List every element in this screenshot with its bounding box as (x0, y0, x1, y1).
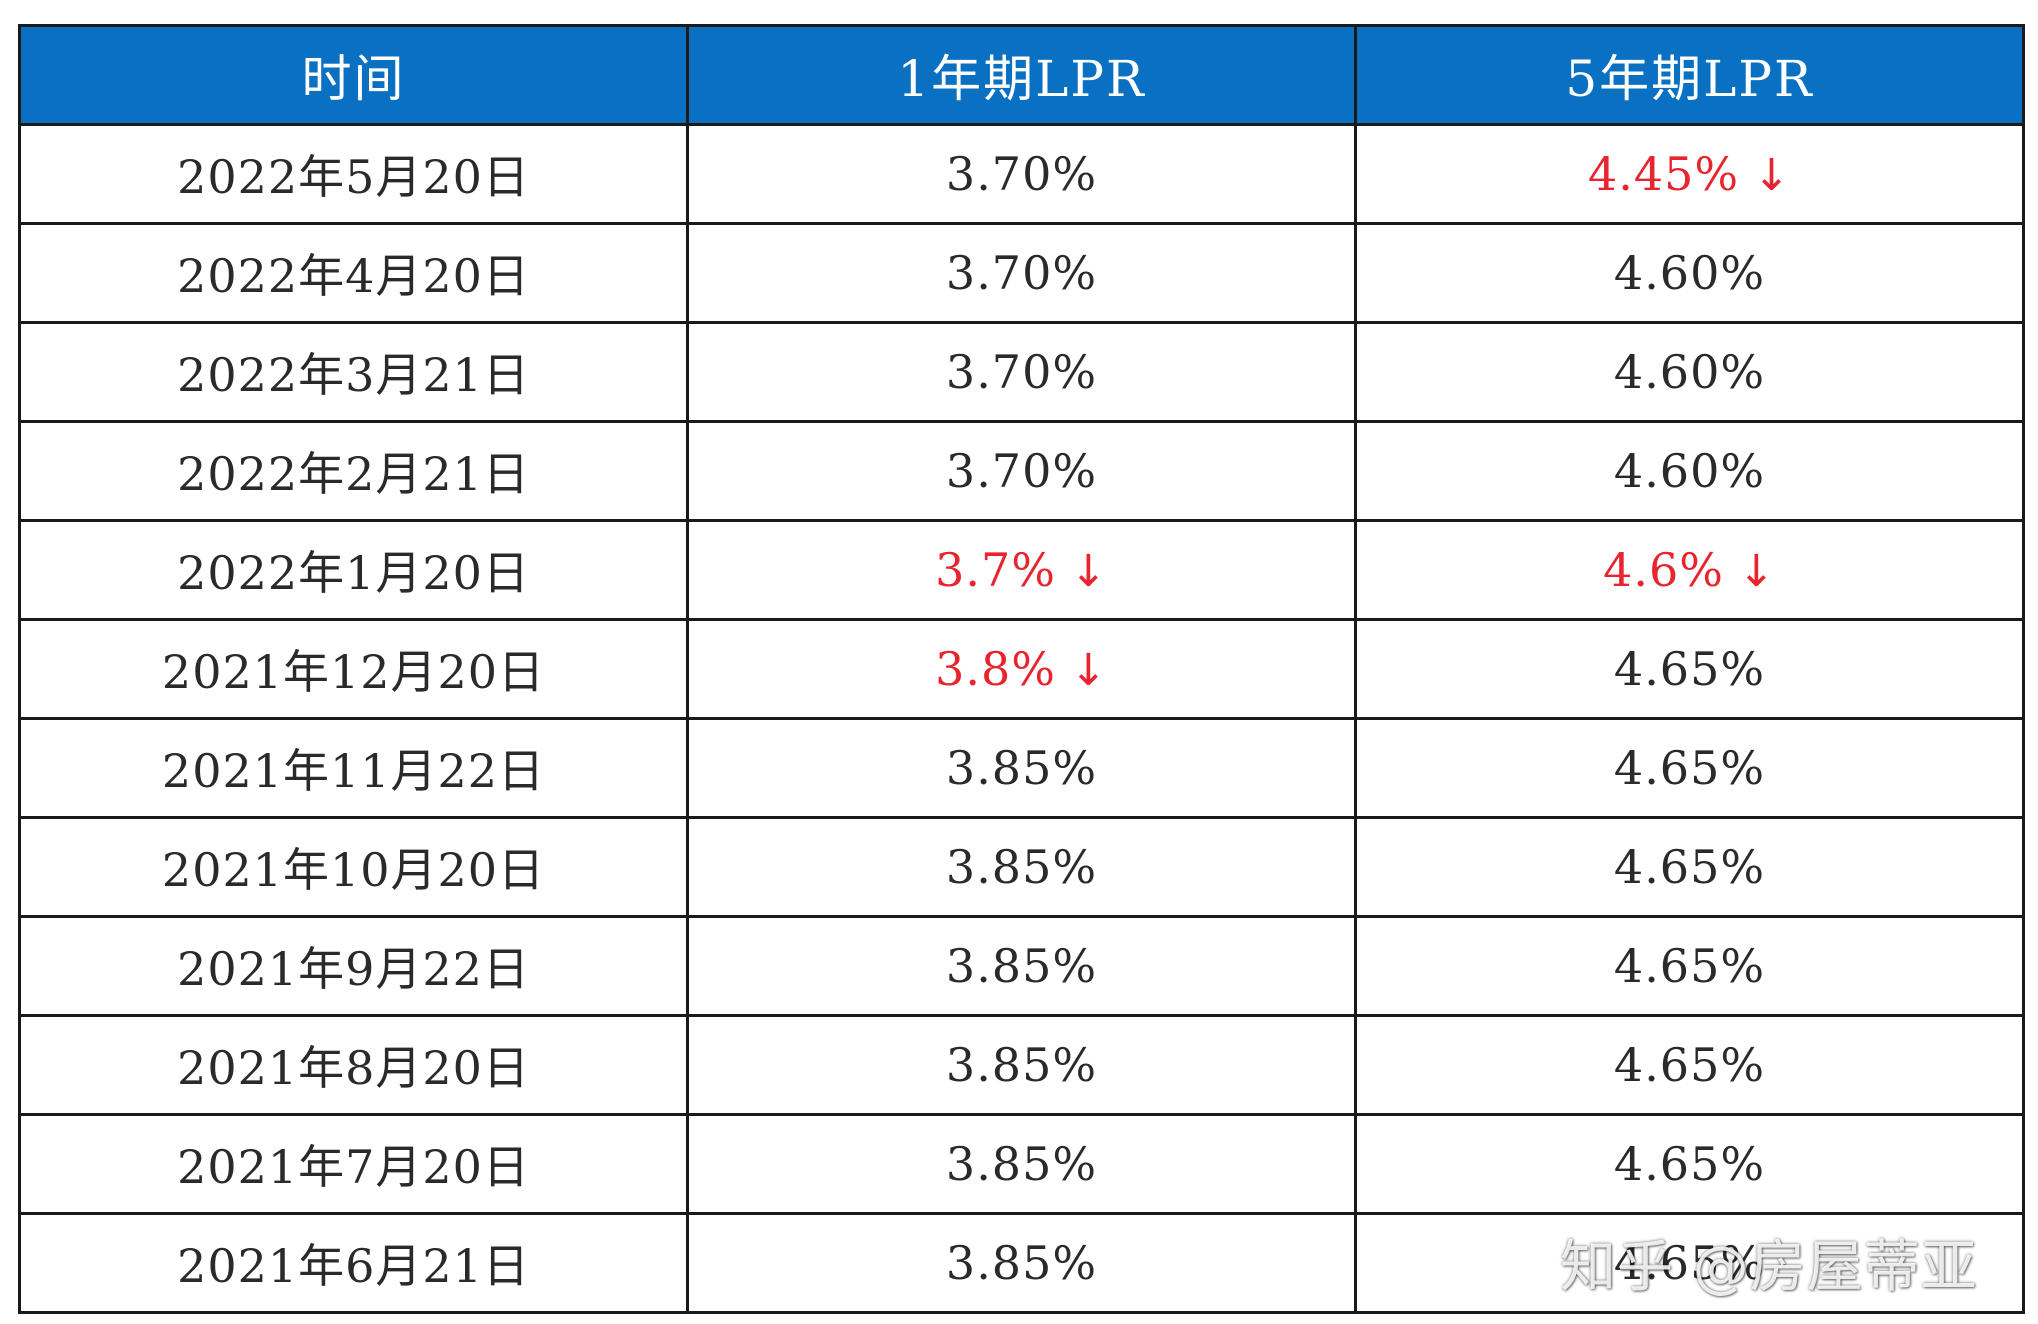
cell-date: 2022年5月20日 (18, 123, 689, 225)
cell-lpr-5y: 4.65% (1354, 717, 2025, 819)
cell-lpr-1y: 3.85% (686, 1014, 1357, 1116)
cell-lpr-5y: 4.65% (1354, 1212, 2025, 1314)
cell-date: 2022年1月20日 (18, 519, 689, 621)
cell-lpr-1y-value: 3.85% (945, 1236, 1098, 1290)
cell-lpr-1y-value: 3.70% (945, 444, 1098, 498)
cell-date: 2022年4月20日 (18, 222, 689, 324)
cell-lpr-1y: 3.85% (686, 816, 1357, 918)
cell-lpr-5y-value: 4.65% (1613, 642, 1766, 696)
cell-lpr-5y-value: 4.60% (1613, 246, 1766, 300)
table-row: 2022年4月20日 3.70% 4.60% (18, 222, 2025, 324)
cell-lpr-1y: 3.85% (686, 915, 1357, 1017)
header-lpr-1y: 1年期LPR (686, 24, 1357, 126)
cell-lpr-1y-value: 3.85% (945, 741, 1098, 795)
cell-lpr-1y: 3.70% (686, 222, 1357, 324)
cell-lpr-1y: 3.70% (686, 321, 1357, 423)
table-row: 2022年1月20日 3.7% ↓ 4.6% ↓ (18, 519, 2025, 621)
table-row: 2022年5月20日 3.70% 4.45% ↓ (18, 123, 2025, 225)
cell-lpr-1y-value: 3.8% (935, 642, 1056, 696)
table-row: 2022年2月21日 3.70% 4.60% (18, 420, 2025, 522)
cell-lpr-1y-value: 3.70% (945, 147, 1098, 201)
header-lpr-5y: 5年期LPR (1354, 24, 2025, 126)
table-row: 2021年8月20日 3.85% 4.65% (18, 1014, 2025, 1116)
cell-lpr-5y-value: 4.60% (1613, 444, 1766, 498)
cell-lpr-1y: 3.70% (686, 420, 1357, 522)
cell-date: 2021年7月20日 (18, 1113, 689, 1215)
cell-lpr-5y-value: 4.65% (1613, 1137, 1766, 1191)
cell-lpr-5y-value: 4.6% (1603, 543, 1724, 597)
cell-date: 2021年12月20日 (18, 618, 689, 720)
cell-lpr-5y: 4.65% (1354, 915, 2025, 1017)
header-date: 时间 (18, 24, 689, 126)
cell-lpr-1y-value: 3.85% (945, 1137, 1098, 1191)
cell-lpr-5y: 4.65% (1354, 1014, 2025, 1116)
cell-lpr-5y-value: 4.65% (1613, 741, 1766, 795)
cell-lpr-5y-value: 4.65% (1613, 1038, 1766, 1092)
cell-date: 2021年10月20日 (18, 816, 689, 918)
cell-lpr-5y: 4.65% (1354, 618, 2025, 720)
cell-lpr-1y: 3.8% ↓ (686, 618, 1357, 720)
cell-lpr-1y: 3.7% ↓ (686, 519, 1357, 621)
cell-lpr-5y: 4.65% (1354, 816, 2025, 918)
down-arrow-icon: ↓ (1070, 546, 1108, 597)
table-row: 2021年11月22日 3.85% 4.65% (18, 717, 2025, 819)
cell-lpr-1y: 3.85% (686, 717, 1357, 819)
cell-lpr-5y-value: 4.65% (1613, 939, 1766, 993)
table-body: 2022年5月20日 3.70% 4.45% ↓ 2022年4月20日 3.70% 4.60… (18, 123, 2025, 1314)
cell-lpr-5y: 4.6% ↓ (1354, 519, 2025, 621)
cell-lpr-5y: 4.60% (1354, 321, 2025, 423)
cell-date: 2021年9月22日 (18, 915, 689, 1017)
cell-lpr-5y-value: 4.45% (1587, 147, 1740, 201)
table-row: 2021年9月22日 3.85% 4.65% (18, 915, 2025, 1017)
cell-lpr-5y-value: 4.65% (1613, 840, 1766, 894)
lpr-table: 时间 1年期LPR 5年期LPR 2022年5月20日 3.70% 4.45% ↓ 20… (18, 24, 2025, 1314)
cell-date: 2021年8月20日 (18, 1014, 689, 1116)
cell-lpr-1y: 3.85% (686, 1113, 1357, 1215)
watermark: 知乎 @房屋蒂亚 (1560, 1235, 1978, 1300)
table-row: 2021年10月20日 3.85% 4.65% (18, 816, 2025, 918)
cell-lpr-5y: 4.45% ↓ (1354, 123, 2025, 225)
cell-date: 2022年2月21日 (18, 420, 689, 522)
down-arrow-icon: ↓ (1738, 546, 1776, 597)
cell-lpr-5y-value: 4.60% (1613, 345, 1766, 399)
down-arrow-icon: ↓ (1070, 645, 1108, 696)
cell-lpr-1y-value: 3.70% (945, 345, 1098, 399)
down-arrow-icon: ↓ (1753, 150, 1791, 201)
cell-lpr-5y: 4.60% (1354, 222, 2025, 324)
cell-lpr-1y-value: 3.85% (945, 840, 1098, 894)
cell-date: 2021年6月21日 (18, 1212, 689, 1314)
cell-lpr-1y: 3.85% (686, 1212, 1357, 1314)
cell-lpr-1y-value: 3.85% (945, 939, 1098, 993)
table-row: 2021年6月21日 3.85% 4.65% (18, 1212, 2025, 1314)
cell-lpr-1y-value: 3.85% (945, 1038, 1098, 1092)
cell-lpr-1y: 3.70% (686, 123, 1357, 225)
table-row: 2021年12月20日 3.8% ↓ 4.65% (18, 618, 2025, 720)
cell-date: 2021年11月22日 (18, 717, 689, 819)
cell-date: 2022年3月21日 (18, 321, 689, 423)
table-row: 2022年3月21日 3.70% 4.60% (18, 321, 2025, 423)
cell-lpr-1y-value: 3.70% (945, 246, 1098, 300)
cell-lpr-5y: 4.65% (1354, 1113, 2025, 1215)
cell-lpr-5y: 4.60% (1354, 420, 2025, 522)
cell-lpr-5y-value: 4.65% (1613, 1236, 1766, 1290)
table-row: 2021年7月20日 3.85% 4.65% (18, 1113, 2025, 1215)
cell-lpr-1y-value: 3.7% (935, 543, 1056, 597)
table-header-row: 时间 1年期LPR 5年期LPR (18, 24, 2025, 126)
